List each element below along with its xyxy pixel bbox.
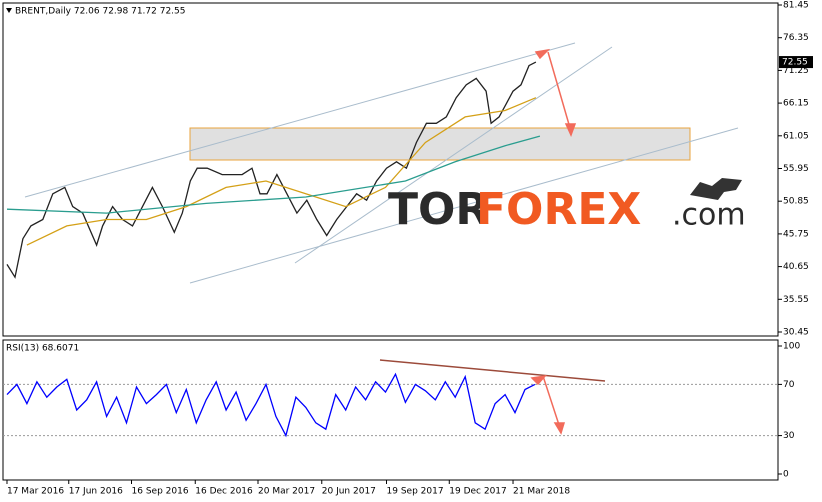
y-tick-label: 55.95 bbox=[783, 164, 809, 174]
y-tick-label: 30.45 bbox=[783, 328, 809, 338]
x-tick-label: 21 Mar 2018 bbox=[513, 487, 570, 497]
logo-text: FOREX bbox=[476, 184, 641, 235]
price-panel bbox=[2, 2, 779, 337]
y-tick-label: 30 bbox=[783, 431, 795, 441]
x-tick-label: 20 Jun 2017 bbox=[322, 487, 376, 497]
price-marker bbox=[779, 56, 813, 69]
series-line bbox=[6, 135, 541, 214]
y-tick-label: 76.35 bbox=[783, 33, 809, 43]
y-tick-label: 35.55 bbox=[783, 295, 809, 305]
arrows bbox=[379, 48, 606, 435]
chart-title: BRENT,Daily 72.06 72.98 71.72 72.55 bbox=[15, 7, 185, 17]
y-tick-label: 40.65 bbox=[783, 262, 809, 272]
y-tick-label: 71.25 bbox=[783, 66, 809, 76]
x-tick-label: 20 Mar 2017 bbox=[258, 487, 315, 497]
logo: TOR FOREX .com bbox=[388, 178, 746, 235]
x-tick-label: 17 Mar 2016 bbox=[7, 487, 64, 497]
logo-text: .com bbox=[672, 198, 746, 233]
series-line bbox=[6, 372, 536, 438]
x-tick-label: 19 Dec 2017 bbox=[449, 487, 507, 497]
logo-text: TOR bbox=[388, 184, 489, 235]
x-tick-label: 16 Dec 2016 bbox=[195, 487, 253, 497]
series-line bbox=[26, 97, 537, 246]
x-tick-label: 19 Sep 2017 bbox=[387, 487, 444, 497]
y-tick-label: 66.15 bbox=[783, 99, 809, 109]
rsi-panel bbox=[2, 339, 779, 481]
y-tick-label: 100 bbox=[783, 342, 800, 352]
menu-icon bbox=[6, 8, 12, 13]
y-tick-label: 50.85 bbox=[783, 197, 809, 207]
y-tick-label: 61.05 bbox=[783, 131, 809, 141]
rsi-title: RSI(13) 68.6071 bbox=[6, 344, 79, 354]
channel-lines bbox=[24, 42, 739, 284]
series-line bbox=[6, 61, 537, 279]
y-tick-label: 45.75 bbox=[783, 229, 809, 239]
y-tick-label: 81.45 bbox=[783, 1, 809, 11]
y-tick-label: 0 bbox=[783, 470, 789, 480]
x-tick-label: 16 Sep 2016 bbox=[132, 487, 189, 497]
x-tick-label: 17 Jun 2016 bbox=[69, 487, 123, 497]
logo-icon bbox=[690, 178, 742, 200]
y-tick-label: 70 bbox=[783, 380, 795, 390]
price-marker-label: 72.55 bbox=[782, 58, 808, 68]
